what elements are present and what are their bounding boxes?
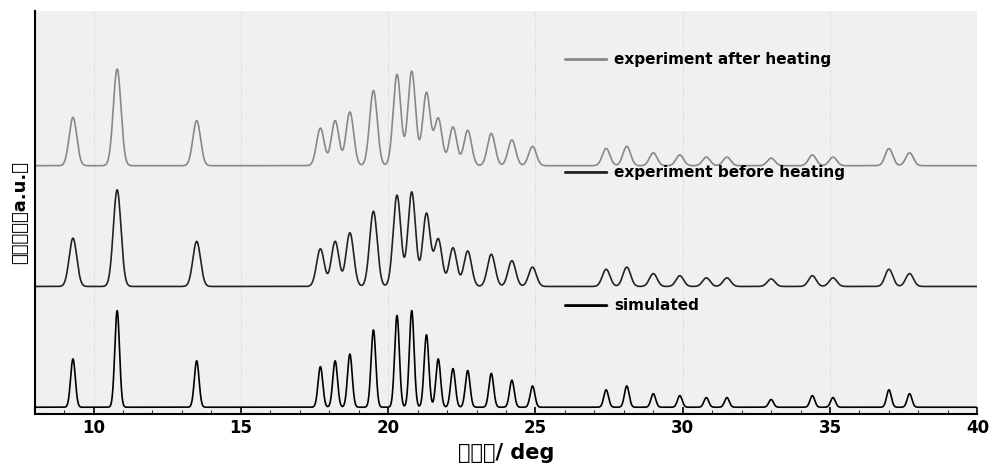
X-axis label: 衰射角/ deg: 衰射角/ deg: [458, 443, 554, 463]
Text: simulated: simulated: [614, 298, 699, 313]
Text: experiment after heating: experiment after heating: [614, 52, 832, 67]
Text: experiment before heating: experiment before heating: [614, 165, 845, 180]
Y-axis label: 相对强度（a.u.）: 相对强度（a.u.）: [11, 161, 29, 264]
